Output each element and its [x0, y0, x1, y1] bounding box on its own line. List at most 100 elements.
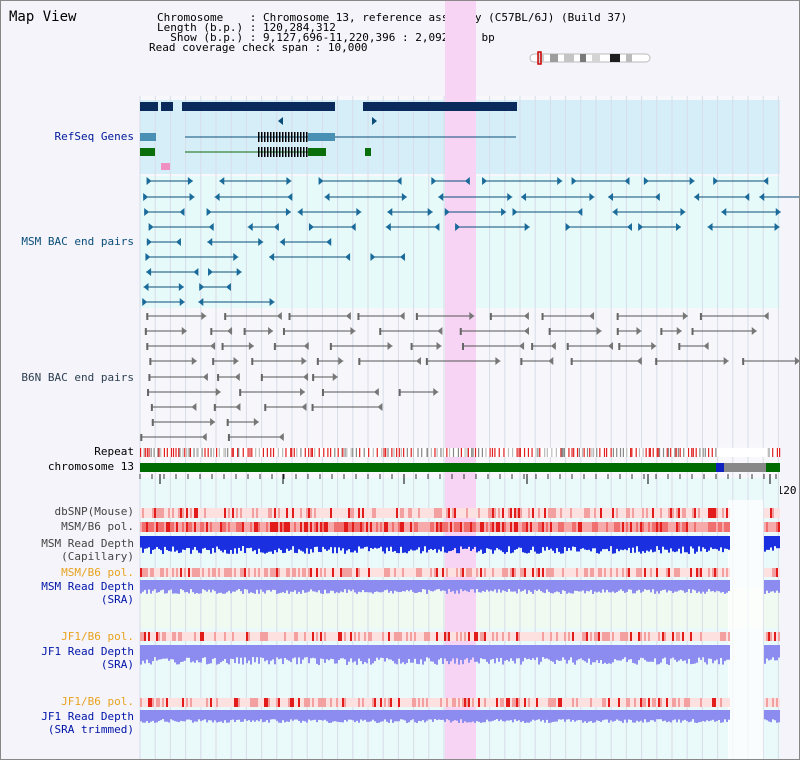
track-label-msm-b6-pol[interactable]: MSM/B6 pol. [61, 520, 134, 533]
read-depth-bar [316, 536, 318, 547]
polymorphism-cell [244, 522, 246, 532]
polymorphism-cell [294, 508, 296, 518]
bac-end [178, 283, 184, 291]
read-depth-bar [324, 710, 326, 720]
polymorphism-cell [358, 632, 360, 641]
read-depth-bar [206, 645, 208, 665]
read-depth-bar [240, 710, 242, 722]
track-label-msm-b6-pol-2[interactable]: MSM/B6 pol. [61, 566, 134, 579]
polymorphism-cell [642, 632, 644, 641]
polymorphism-cell [698, 522, 700, 532]
polymorphism-cell [696, 632, 698, 641]
read-depth-bar [670, 710, 672, 723]
repeat-element [158, 448, 160, 457]
polymorphism-cell [194, 568, 196, 577]
read-depth-bar [280, 580, 282, 593]
polymorphism-cell [518, 698, 520, 707]
polymorphism-cell [396, 508, 398, 518]
polymorphism-cell [720, 698, 722, 707]
polymorphism-cell [210, 632, 212, 641]
polymorphism-cell [724, 508, 726, 518]
polymorphism-cell [224, 632, 226, 641]
bac-end [398, 389, 401, 396]
polymorphism-cell [160, 698, 162, 707]
header-span-row: Read coverage check span : 10,000 [149, 42, 368, 53]
polymorphism-cell [436, 698, 438, 707]
repeat-element [464, 448, 466, 457]
track-label-jf1-depth-sra[interactable]: JF1 Read Depth [41, 645, 134, 658]
polymorphism-cell [444, 508, 446, 518]
read-depth-bar [360, 580, 362, 593]
polymorphism-cell [204, 508, 206, 518]
polymorphism-cell [256, 632, 258, 641]
polymorphism-cell [338, 522, 340, 532]
polymorphism-cell [260, 568, 262, 577]
track-label-msm-bac[interactable]: MSM BAC end pairs [21, 235, 134, 248]
polymorphism-cell [324, 568, 326, 577]
read-depth-bar [344, 580, 346, 590]
polymorphism-cell [510, 568, 512, 577]
polymorphism-cell [344, 568, 346, 577]
bac-end [191, 357, 197, 365]
track-label-repeat[interactable]: Repeat [94, 445, 134, 458]
polymorphism-cell [226, 698, 228, 707]
polymorphism-cell [164, 508, 166, 518]
track-label-dbsnp[interactable]: dbSNP(Mouse) [54, 505, 134, 518]
read-depth-bar [190, 536, 192, 554]
polymorphism-cell [446, 698, 448, 707]
track-label-chromosome[interactable]: chromosome 13 [47, 460, 134, 473]
track-label-jf1-depth-sra-sub: (SRA) [100, 658, 134, 671]
polymorphism-cell [686, 568, 688, 577]
read-depth-bar [424, 580, 426, 590]
track-label-msm-depth-sra[interactable]: MSM Read Depth [41, 580, 134, 593]
track-label-refseq[interactable]: RefSeq Genes [54, 130, 134, 143]
read-depth-bar [718, 580, 720, 592]
polymorphism-cell [442, 698, 444, 707]
polymorphism-cell [494, 568, 496, 577]
exon [270, 147, 272, 157]
track-label-jf1-depth-trim[interactable]: JF1 Read Depth [41, 710, 134, 723]
track-label-jf1-b6-pol-2[interactable]: JF1/B6 pol. [61, 695, 134, 708]
read-depth-bar [510, 536, 512, 554]
track-label-b6n-bac[interactable]: B6N BAC end pairs [21, 371, 134, 384]
polymorphism-cell [354, 568, 356, 577]
read-depth-bar [170, 645, 172, 660]
gene-block [161, 102, 173, 111]
read-depth-bar [600, 536, 602, 552]
polymorphism-cell [632, 568, 634, 577]
repeat-element [692, 448, 694, 457]
polymorphism-cell [698, 632, 700, 641]
polymorphism-cell [358, 568, 360, 577]
read-depth-bar [548, 645, 550, 660]
polymorphism-cell [650, 522, 652, 532]
polymorphism-cell [696, 508, 698, 518]
read-depth-bar [604, 536, 606, 550]
polymorphism-cell [668, 522, 670, 532]
polymorphism-cell [482, 522, 484, 532]
bac-end [248, 342, 254, 350]
polymorphism-cell [498, 522, 500, 532]
polymorphism-cell [540, 522, 542, 532]
chromosome-ideogram[interactable] [528, 50, 652, 66]
track-label-msm-depth-capillary[interactable]: MSM Read Depth [41, 537, 134, 550]
read-depth-bar [196, 536, 198, 551]
polymorphism-cell [318, 508, 320, 518]
gene-marker [161, 163, 170, 170]
read-depth-bar [590, 710, 592, 722]
polymorphism-cell [466, 632, 468, 641]
track-label-jf1-b6-pol[interactable]: JF1/B6 pol. [61, 630, 134, 643]
read-depth-bar [562, 710, 564, 720]
read-depth-bar [258, 536, 260, 549]
read-depth-bar [560, 710, 562, 720]
polymorphism-cell [520, 522, 522, 532]
polymorphism-cell [768, 508, 770, 518]
bac-end [273, 223, 279, 231]
read-depth-bar [228, 645, 230, 665]
read-depth-bar [210, 645, 212, 664]
read-depth-bar [178, 536, 180, 554]
read-depth-bar [638, 580, 640, 590]
polymorphism-cell [496, 632, 498, 641]
polymorphism-cell [320, 632, 322, 641]
polymorphism-cell [674, 698, 676, 707]
